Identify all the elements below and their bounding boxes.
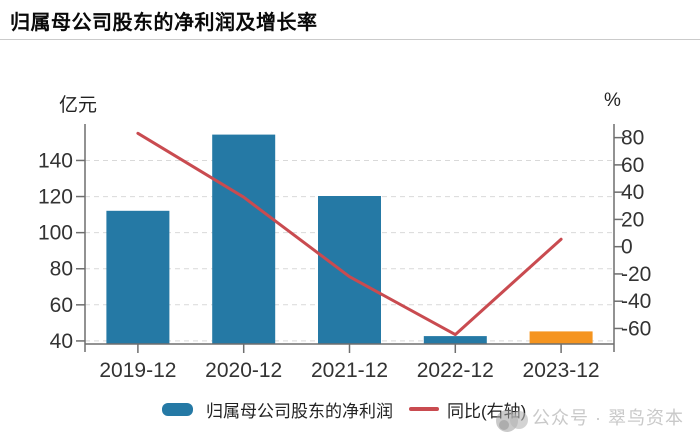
right-tick-label: 60 xyxy=(621,154,644,177)
right-tick-label: 40 xyxy=(621,181,644,204)
right-tick-label: 20 xyxy=(621,208,644,231)
bar-2020-12 xyxy=(212,134,276,344)
left-tick-label: 80 xyxy=(50,258,73,281)
category-label: 2019-12 xyxy=(99,359,176,382)
bar-2023-12 xyxy=(529,331,593,344)
left-tick-label: 140 xyxy=(38,150,73,173)
left-tick-label: 120 xyxy=(38,186,73,209)
growth-line xyxy=(136,131,563,337)
right-tick-label: 80 xyxy=(621,127,644,150)
legend-bar-swatch xyxy=(162,402,193,416)
bird-logo-icon xyxy=(496,410,528,432)
right-tick-label: -60 xyxy=(621,318,651,341)
category-label: 2023-12 xyxy=(523,359,600,382)
category-label: 2020-12 xyxy=(205,359,282,382)
category-label: 2021-12 xyxy=(311,359,388,382)
left-axis-unit-label: 亿元 xyxy=(59,95,98,116)
right-axis-unit-label: % xyxy=(604,90,621,111)
bar-2022-12 xyxy=(423,336,487,344)
left-tick-label: 60 xyxy=(50,294,73,317)
legend: 归属母公司股东的净利润 同比(右轴) xyxy=(162,401,526,421)
left-tick-label: 100 xyxy=(38,222,73,245)
chart-title: 归属母公司股东的净利润及增长率 xyxy=(10,12,318,34)
category-label: 2022-12 xyxy=(417,359,494,382)
right-tick-label: -40 xyxy=(621,290,651,313)
title-divider xyxy=(0,39,700,40)
right-tick-label: 0 xyxy=(621,236,633,259)
watermark: 公众号 · 翠鸟资本 xyxy=(486,400,700,434)
left-tick-label: 40 xyxy=(50,330,73,353)
bar-2021-12 xyxy=(318,196,381,344)
bar-2019-12 xyxy=(106,210,170,344)
right-tick-label: -20 xyxy=(621,263,651,286)
watermark-text: 公众号 · 翠鸟资本 xyxy=(532,408,684,428)
legend-bar-label: 归属母公司股东的净利润 xyxy=(206,401,393,421)
legend-line-swatch xyxy=(409,407,439,411)
